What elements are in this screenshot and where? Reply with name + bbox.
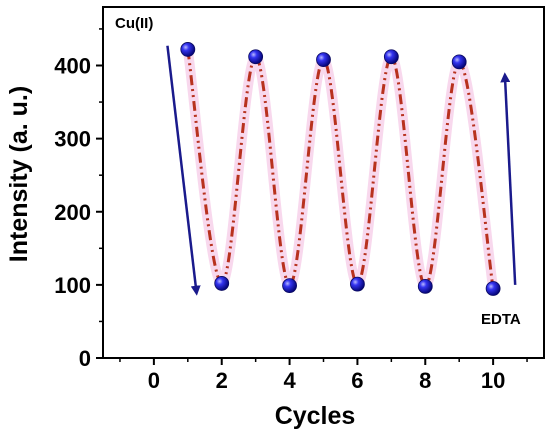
data-point — [417, 278, 433, 294]
arrow-up-icon — [500, 72, 517, 285]
data-point — [214, 276, 230, 291]
y-tick-label: 200 — [54, 200, 91, 225]
x-axis-title: Cycles — [275, 402, 356, 430]
x-tick-label: 6 — [351, 368, 363, 393]
data-point — [248, 49, 264, 65]
data-point — [451, 54, 467, 70]
annotation-cu-label: Cu(II) — [115, 15, 153, 32]
series-line-path — [186, 49, 495, 289]
x-tick-label: 2 — [216, 368, 228, 393]
data-point — [180, 42, 196, 57]
x-tick-label: 4 — [283, 368, 296, 393]
annotation-edta-label: EDTA — [481, 311, 521, 328]
x-tick-label: 8 — [419, 368, 431, 393]
arrow-down-icon — [166, 45, 201, 296]
y-tick-label: 400 — [54, 54, 91, 79]
annotation-arrows — [166, 45, 517, 296]
data-point — [282, 278, 297, 294]
series-markers — [180, 42, 501, 296]
x-tick-label: 10 — [481, 368, 505, 393]
data-point — [485, 281, 501, 296]
series-line — [186, 49, 495, 289]
y-tick-label: 300 — [54, 127, 91, 152]
y-axis-title: Intensity (a. u.) — [5, 86, 33, 262]
y-tick-label: 100 — [54, 273, 91, 298]
y-tick-label: 0 — [79, 346, 91, 371]
axis-ticks — [96, 28, 528, 365]
data-point — [316, 52, 331, 68]
data-point — [383, 49, 399, 65]
x-tick-label: 0 — [148, 368, 160, 393]
data-point — [350, 276, 365, 292]
